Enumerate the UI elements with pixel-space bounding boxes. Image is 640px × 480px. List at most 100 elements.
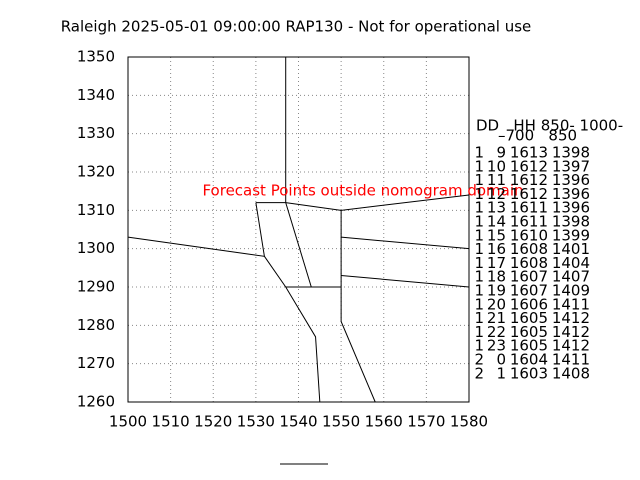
table-cell: 1 <box>474 199 484 217</box>
table-cell: 1 <box>474 213 484 231</box>
y-tick-label: 1350 <box>77 48 115 66</box>
table-cell: 1412 <box>552 337 590 355</box>
table-cell: 1603 <box>510 364 548 382</box>
table-header: DD HH 850- 1000- <box>476 117 623 135</box>
table-header: –700 850 <box>498 127 577 145</box>
table-cell: 1 <box>474 171 484 189</box>
table-cell: 1 <box>474 254 484 272</box>
table-cell: 15 <box>487 226 506 244</box>
x-tick-label: 1540 <box>279 413 317 431</box>
nomogram-line <box>340 210 376 403</box>
x-tick-label: 1510 <box>152 413 190 431</box>
table-cell: 1608 <box>510 240 548 258</box>
table-cell: 17 <box>487 254 506 272</box>
table-cell: 1401 <box>552 240 590 258</box>
table-cell: 1605 <box>510 337 548 355</box>
table-cell: 1 <box>474 226 484 244</box>
table-cell: 1407 <box>552 268 590 286</box>
x-tick-label: 1580 <box>450 413 488 431</box>
table-cell: 1605 <box>510 309 548 327</box>
table-cell: 1 <box>474 240 484 258</box>
table-cell: 1606 <box>510 295 548 313</box>
x-tick-label: 1520 <box>194 413 232 431</box>
table-cell: 1605 <box>510 323 548 341</box>
table-cell: 1610 <box>510 226 548 244</box>
table-cell: 1 <box>474 323 484 341</box>
table-cell: 22 <box>487 323 506 341</box>
table-cell: 1411 <box>552 351 590 369</box>
table-cell: 1398 <box>552 144 590 162</box>
table-cell: 1 <box>474 144 484 162</box>
table-cell: 19 <box>487 282 506 300</box>
x-tick-label: 1550 <box>322 413 360 431</box>
table-cell: 1613 <box>510 144 548 162</box>
table-cell: 1611 <box>510 213 548 231</box>
table-cell: 1399 <box>552 226 590 244</box>
table-cell: 1611 <box>510 199 548 217</box>
table-cell: 1 <box>474 157 484 175</box>
table-cell: 1612 <box>510 185 548 203</box>
nomogram-line <box>285 202 312 288</box>
table-cell: 23 <box>487 337 506 355</box>
table-cell: 1 <box>474 282 484 300</box>
table-cell: 11 <box>487 171 506 189</box>
y-tick-label: 1290 <box>77 278 115 296</box>
nomogram-line <box>263 256 321 403</box>
table-cell: 1396 <box>552 185 590 203</box>
nomogram-line <box>341 236 470 250</box>
table-cell: 1409 <box>552 282 590 300</box>
table-cell: 10 <box>487 157 506 175</box>
table-cell: 1398 <box>552 213 590 231</box>
table-cell: 0 <box>496 351 506 369</box>
x-tick-label: 1570 <box>407 413 445 431</box>
table-cell: 1396 <box>552 171 590 189</box>
table-cell: 16 <box>487 240 506 258</box>
nomogram-line <box>341 275 470 288</box>
y-tick-label: 1300 <box>77 239 115 257</box>
y-tick-label: 1320 <box>77 163 115 181</box>
table-cell: 2 <box>474 351 484 369</box>
y-tick-label: 1310 <box>77 201 115 219</box>
table-cell: 1 <box>474 309 484 327</box>
y-tick-label: 1280 <box>77 316 115 334</box>
x-tick-label: 1500 <box>109 413 147 431</box>
table-cell: 2 <box>474 364 484 382</box>
x-tick-label: 1560 <box>365 413 403 431</box>
annotation: Forecast Points outside nomogram domain <box>202 182 523 200</box>
table-cell: 9 <box>496 144 506 162</box>
x-tick-label: 1530 <box>237 413 275 431</box>
table-cell: 1412 <box>552 323 590 341</box>
table-cell: 1612 <box>510 171 548 189</box>
nomogram-line <box>127 202 265 257</box>
table-cell: 1604 <box>510 351 548 369</box>
table-cell: 1412 <box>552 309 590 327</box>
table-cell: 18 <box>487 268 506 286</box>
table-cell: 1397 <box>552 157 590 175</box>
table-cell: 1396 <box>552 199 590 217</box>
table-cell: 1 <box>474 295 484 313</box>
table-cell: 12 <box>487 185 506 203</box>
table-cell: 1408 <box>552 364 590 382</box>
y-tick-label: 1260 <box>77 393 115 411</box>
table-cell: 13 <box>487 199 506 217</box>
table-cell: 1411 <box>552 295 590 313</box>
table-cell: 21 <box>487 309 506 327</box>
table-cell: 1607 <box>510 282 548 300</box>
table-cell: 14 <box>487 213 506 231</box>
nomogram-line <box>285 194 470 211</box>
table-cell: 20 <box>487 295 506 313</box>
table-cell: 1 <box>474 185 484 203</box>
y-tick-label: 1270 <box>77 354 115 372</box>
chart-title: Raleigh 2025-05-01 09:00:00 RAP130 - Not… <box>61 18 532 36</box>
table-cell: 1612 <box>510 157 548 175</box>
plot-frame <box>127 56 470 403</box>
table-cell: 1608 <box>510 254 548 272</box>
table-cell: 1 <box>474 268 484 286</box>
table-cell: 1607 <box>510 268 548 286</box>
table-cell: 1 <box>496 364 506 382</box>
y-tick-label: 1330 <box>77 124 115 142</box>
table-cell: 1 <box>474 337 484 355</box>
table-cell: 1404 <box>552 254 590 272</box>
y-tick-label: 1340 <box>77 86 115 104</box>
